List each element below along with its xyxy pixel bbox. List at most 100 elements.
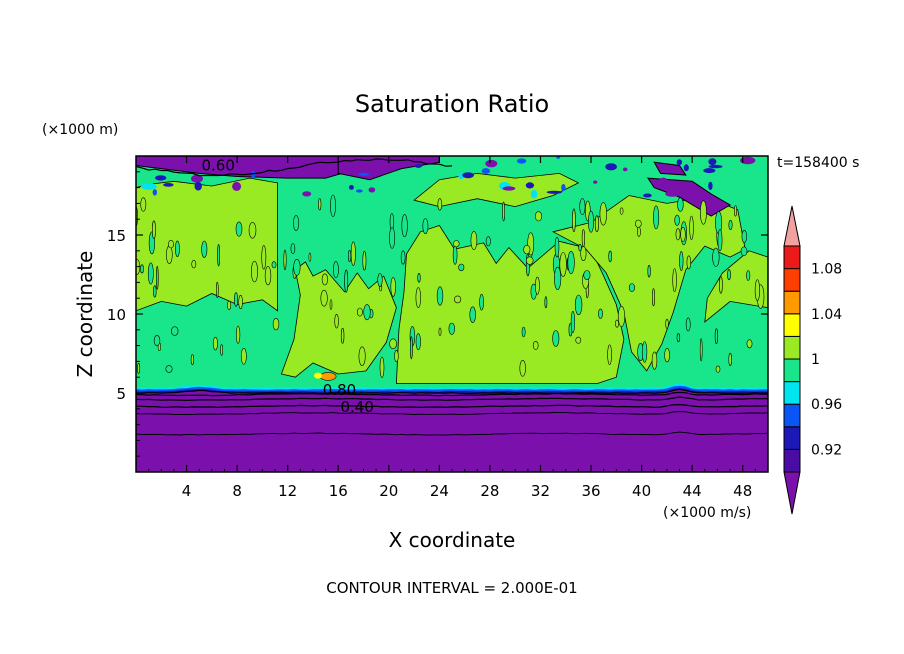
field-speckle xyxy=(234,292,239,307)
time-label: t=158400 s xyxy=(777,155,859,171)
field-speckle xyxy=(598,308,603,319)
upper-speckle xyxy=(683,164,689,172)
upper-speckle xyxy=(155,175,167,181)
field-speckle xyxy=(733,205,737,217)
field-speckle xyxy=(220,344,224,356)
field-speckle xyxy=(554,236,560,258)
field-speckle xyxy=(147,262,154,285)
upper-speckle xyxy=(740,156,756,165)
contour-line xyxy=(136,396,768,402)
colorbar-label: 0.96 xyxy=(811,397,842,413)
contour-line xyxy=(136,158,453,177)
field-speckle xyxy=(340,327,345,344)
upper-speckle xyxy=(676,159,682,166)
upper-speckle xyxy=(708,181,713,191)
lime-plume-6 xyxy=(704,250,768,323)
upper-speckle xyxy=(481,168,491,174)
field-speckle xyxy=(727,269,731,281)
field-speckle xyxy=(190,354,194,365)
field-speckle xyxy=(261,245,267,270)
colorbar-segment xyxy=(783,426,801,450)
field-speckle xyxy=(651,351,658,370)
field-speckle xyxy=(578,243,582,252)
field-speckle xyxy=(216,281,219,299)
chart-title: Saturation Ratio xyxy=(355,90,549,118)
field-speckle xyxy=(171,326,179,336)
field-speckle xyxy=(469,306,476,323)
field-speckle xyxy=(212,336,218,351)
field-speckle xyxy=(583,270,591,280)
field-speckle xyxy=(400,250,406,265)
field-speckle xyxy=(422,218,429,234)
y-unit-label: (×1000 m) xyxy=(42,122,118,138)
field-speckle xyxy=(579,198,586,216)
field-speckle xyxy=(615,319,619,328)
field-speckle xyxy=(653,205,660,230)
field-speckle xyxy=(534,211,543,222)
contour-label: 0.80 xyxy=(323,381,356,399)
upper-speckle xyxy=(561,184,566,192)
field-speckle xyxy=(452,245,458,265)
field-speckle xyxy=(415,333,421,351)
colorbar-segment xyxy=(783,381,801,405)
x-tick-label: 32 xyxy=(531,482,550,500)
field-speckle xyxy=(318,198,322,211)
field-speckle xyxy=(680,226,686,242)
x-unit-label: (×1000 m/s) xyxy=(663,505,751,521)
field-speckle xyxy=(552,330,560,347)
field-speckle xyxy=(470,231,478,250)
field-speckle xyxy=(344,269,349,293)
field-speckle xyxy=(248,222,257,239)
colorbar-segment xyxy=(783,268,801,292)
field-speckle xyxy=(320,289,328,307)
supersaturation-spot xyxy=(319,372,337,381)
y-axis-title: Z coordinate xyxy=(73,251,97,378)
colorbar-segment xyxy=(783,358,801,383)
field-speckle xyxy=(685,317,691,332)
field-speckle xyxy=(330,194,336,217)
field-speckle xyxy=(676,333,681,343)
field-speckle xyxy=(479,293,484,311)
field-speckle xyxy=(575,336,582,344)
contour-line xyxy=(136,403,768,409)
field-speckle xyxy=(675,228,681,241)
upper-speckle xyxy=(232,181,242,191)
field-speckle xyxy=(438,327,442,336)
field-speckle xyxy=(409,336,413,360)
field-speckle xyxy=(553,266,562,291)
field-speckle xyxy=(321,273,329,286)
field-speckle xyxy=(417,272,421,283)
upper-speckle xyxy=(525,182,535,189)
field-speckle xyxy=(746,339,753,349)
field-speckle xyxy=(728,352,732,367)
x-tick-label: 20 xyxy=(379,482,398,500)
field-speckle xyxy=(401,214,408,238)
field-speckle xyxy=(227,300,232,310)
field-speckle xyxy=(608,250,613,263)
contour-label: 0.40 xyxy=(340,398,373,416)
field-speckle xyxy=(628,283,635,292)
field-speckle xyxy=(740,246,748,257)
field-speckle xyxy=(651,288,655,307)
x-tick-label: 4 xyxy=(182,482,192,500)
field-speckle xyxy=(293,258,301,276)
field-speckle xyxy=(714,328,719,345)
field-speckle xyxy=(137,362,141,374)
field-speckle xyxy=(272,318,280,331)
field-speckle xyxy=(647,264,651,278)
upper-speckle xyxy=(643,193,652,198)
field-speckle xyxy=(502,201,506,222)
field-speckle xyxy=(283,249,287,271)
x-axis-title: X coordinate xyxy=(389,528,516,552)
field-speckle xyxy=(389,227,396,249)
colorbar-label: 1 xyxy=(811,352,820,368)
field-speckle xyxy=(308,252,312,262)
field-speckle xyxy=(156,265,159,290)
field-speckle xyxy=(165,365,173,373)
saturation-field xyxy=(136,156,768,472)
field-speckle xyxy=(329,299,333,310)
upper-speckle xyxy=(703,168,716,174)
field-speckle xyxy=(168,240,175,249)
field-speckle xyxy=(664,348,670,363)
field-speckle xyxy=(617,305,626,327)
